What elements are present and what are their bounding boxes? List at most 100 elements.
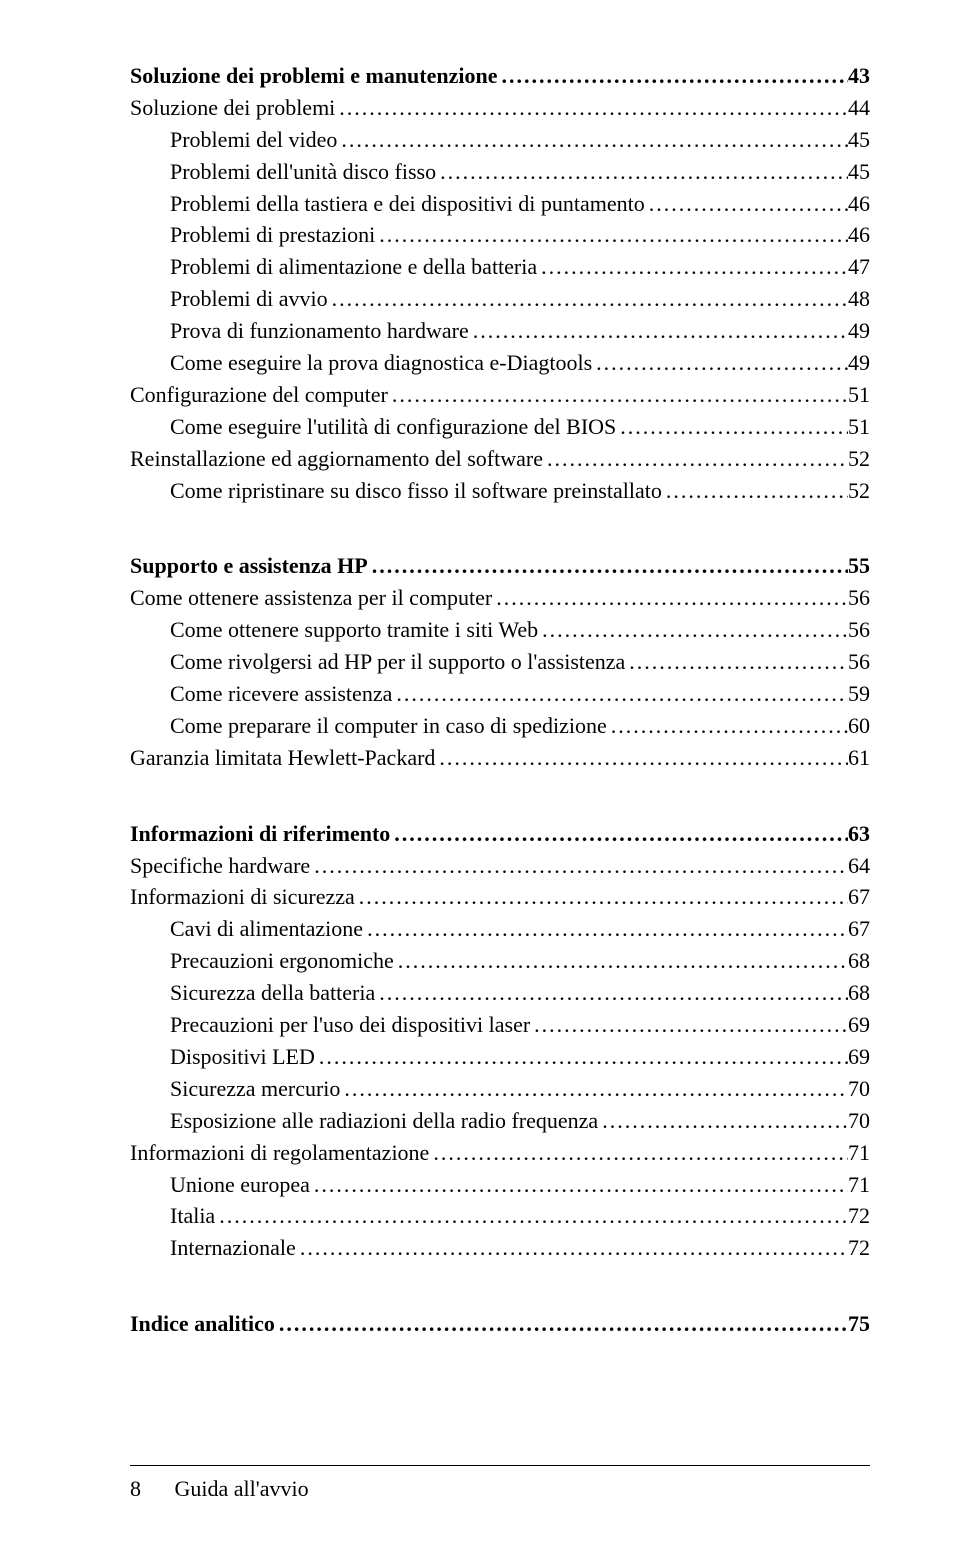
toc-entry-page: 49 <box>848 347 870 379</box>
toc-entry-label: Come ottenere supporto tramite i siti We… <box>170 614 538 646</box>
toc-entry-label: Come eseguire l'utilità di configurazion… <box>170 411 616 443</box>
toc-entry-label: Indice analitico <box>130 1308 275 1340</box>
toc-entry-page: 51 <box>848 379 870 411</box>
toc-leader-dots <box>275 1308 848 1340</box>
toc-entry: Informazioni di regolamentazione 71 <box>130 1137 870 1169</box>
toc-section: Supporto e assistenza HP 55Come ottenere… <box>130 550 870 773</box>
toc-entry-page: 64 <box>848 850 870 882</box>
toc-entry: Precauzioni ergonomiche 68 <box>130 945 870 977</box>
toc-entry-label: Problemi di alimentazione e della batter… <box>170 251 537 283</box>
toc-entry-page: 45 <box>848 156 870 188</box>
toc-entry-page: 45 <box>848 124 870 156</box>
toc-entry-page: 48 <box>848 283 870 315</box>
toc-leader-dots <box>335 92 848 124</box>
toc-entry-page: 56 <box>848 582 870 614</box>
toc-entry: Internazionale 72 <box>130 1232 870 1264</box>
toc-leader-dots <box>315 1041 848 1073</box>
toc-leader-dots <box>607 710 848 742</box>
toc-entry: Come ottenere assistenza per il computer… <box>130 582 870 614</box>
toc-leader-dots <box>394 945 848 977</box>
toc-entry: Sicurezza mercurio 70 <box>130 1073 870 1105</box>
toc-section: Indice analitico 75 <box>130 1308 870 1340</box>
toc-entry-page: 71 <box>848 1137 870 1169</box>
toc-entry-page: 55 <box>848 550 870 582</box>
toc-leader-dots <box>436 156 848 188</box>
toc-entry-page: 72 <box>848 1232 870 1264</box>
toc-entry: Garanzia limitata Hewlett-Packard 61 <box>130 742 870 774</box>
toc-entry: Sicurezza della batteria 68 <box>130 977 870 1009</box>
toc-entry: Soluzione dei problemi 44 <box>130 92 870 124</box>
toc-entry-page: 52 <box>848 475 870 507</box>
toc-entry-page: 70 <box>848 1073 870 1105</box>
toc-entry-label: Problemi di avvio <box>170 283 328 315</box>
toc-entry-label: Unione europea <box>170 1169 310 1201</box>
toc-entry-page: 68 <box>848 977 870 1009</box>
toc-leader-dots <box>215 1200 848 1232</box>
toc-entry-label: Internazionale <box>170 1232 296 1264</box>
toc-entry: Come eseguire la prova diagnostica e-Dia… <box>130 347 870 379</box>
toc-leader-dots <box>390 818 848 850</box>
toc-entry: Soluzione dei problemi e manutenzione 43 <box>130 60 870 92</box>
table-of-contents: Soluzione dei problemi e manutenzione 43… <box>130 60 870 1340</box>
toc-entry-label: Specifiche hardware <box>130 850 310 882</box>
toc-entry: Supporto e assistenza HP 55 <box>130 550 870 582</box>
toc-leader-dots <box>435 742 848 774</box>
toc-entry: Problemi della tastiera e dei dispositiv… <box>130 188 870 220</box>
toc-leader-dots <box>530 1009 848 1041</box>
toc-leader-dots <box>662 475 848 507</box>
toc-entry-page: 49 <box>848 315 870 347</box>
toc-entry: Problemi di alimentazione e della batter… <box>130 251 870 283</box>
toc-entry-label: Come preparare il computer in caso di sp… <box>170 710 607 742</box>
toc-entry-page: 72 <box>848 1200 870 1232</box>
toc-entry: Come ricevere assistenza 59 <box>130 678 870 710</box>
toc-leader-dots <box>355 881 848 913</box>
toc-entry: Problemi dell'unità disco fisso 45 <box>130 156 870 188</box>
toc-entry-label: Soluzione dei problemi <box>130 92 335 124</box>
toc-entry: Informazioni di sicurezza 67 <box>130 881 870 913</box>
toc-entry-label: Come ottenere assistenza per il computer <box>130 582 492 614</box>
toc-entry: Reinstallazione ed aggiornamento del sof… <box>130 443 870 475</box>
toc-entry-label: Configurazione del computer <box>130 379 388 411</box>
toc-entry-page: 52 <box>848 443 870 475</box>
toc-entry-label: Garanzia limitata Hewlett-Packard <box>130 742 435 774</box>
toc-entry-label: Esposizione alle radiazioni della radio … <box>170 1105 598 1137</box>
toc-entry: Come rivolgersi ad HP per il supporto o … <box>130 646 870 678</box>
toc-entry-label: Problemi dell'unità disco fisso <box>170 156 436 188</box>
toc-entry-label: Come eseguire la prova diagnostica e-Dia… <box>170 347 592 379</box>
toc-leader-dots <box>363 913 848 945</box>
toc-entry-label: Sicurezza mercurio <box>170 1073 340 1105</box>
toc-leader-dots <box>645 188 848 220</box>
toc-entry-page: 51 <box>848 411 870 443</box>
toc-entry-label: Prova di funzionamento hardware <box>170 315 469 347</box>
toc-entry-page: 75 <box>848 1308 870 1340</box>
toc-entry-label: Informazioni di riferimento <box>130 818 390 850</box>
toc-entry: Come preparare il computer in caso di sp… <box>130 710 870 742</box>
toc-leader-dots <box>388 379 848 411</box>
toc-entry: Cavi di alimentazione 67 <box>130 913 870 945</box>
toc-leader-dots <box>310 850 848 882</box>
toc-entry-label: Problemi della tastiera e dei dispositiv… <box>170 188 645 220</box>
toc-entry-page: 46 <box>848 188 870 220</box>
toc-leader-dots <box>538 614 848 646</box>
toc-entry: Unione europea 71 <box>130 1169 870 1201</box>
toc-leader-dots <box>296 1232 848 1264</box>
toc-entry-page: 47 <box>848 251 870 283</box>
toc-entry: Come ottenere supporto tramite i siti We… <box>130 614 870 646</box>
footer-title: Guida all'avvio <box>175 1476 309 1501</box>
toc-entry-page: 70 <box>848 1105 870 1137</box>
toc-leader-dots <box>543 443 848 475</box>
toc-entry-label: Informazioni di sicurezza <box>130 881 355 913</box>
toc-entry-label: Precauzioni ergonomiche <box>170 945 394 977</box>
toc-entry: Informazioni di riferimento 63 <box>130 818 870 850</box>
footer-page-number: 8 <box>130 1476 141 1502</box>
toc-leader-dots <box>375 219 848 251</box>
toc-entry: Problemi di prestazioni 46 <box>130 219 870 251</box>
toc-entry-page: 56 <box>848 614 870 646</box>
toc-entry-label: Reinstallazione ed aggiornamento del sof… <box>130 443 543 475</box>
footer-rule <box>130 1465 870 1466</box>
toc-entry-page: 43 <box>848 60 870 92</box>
toc-entry: Italia 72 <box>130 1200 870 1232</box>
toc-entry-page: 69 <box>848 1041 870 1073</box>
toc-entry-page: 44 <box>848 92 870 124</box>
toc-entry-label: Come ripristinare su disco fisso il soft… <box>170 475 662 507</box>
